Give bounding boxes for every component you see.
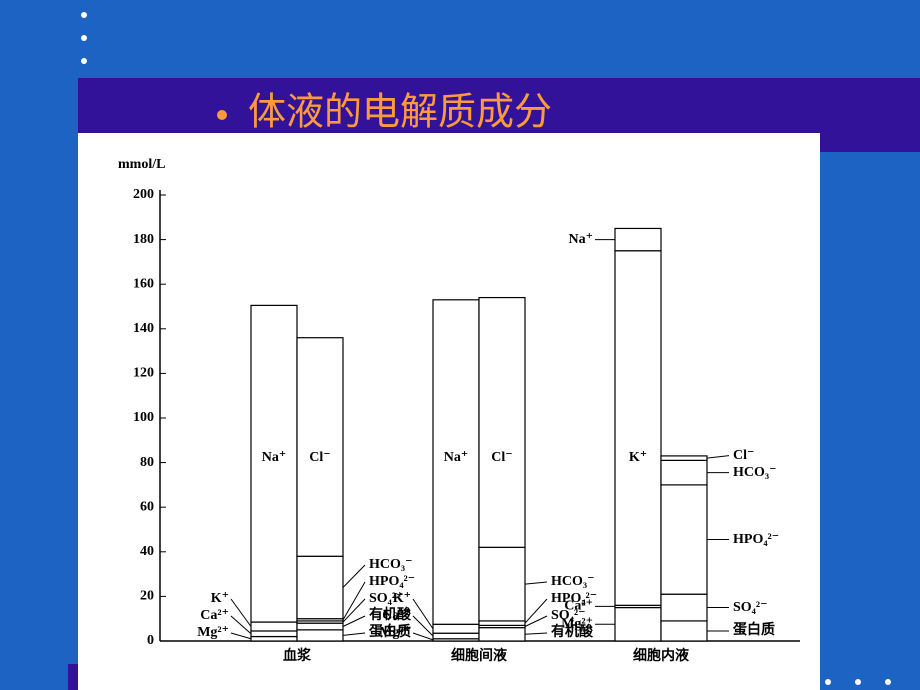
segment-label: Mg²⁺	[561, 616, 593, 631]
bar-segment	[614, 606, 662, 642]
segment-label: Ca²⁺	[382, 608, 411, 623]
segment-label: Cl⁻	[733, 448, 754, 463]
bar-segment	[250, 304, 298, 623]
y-tick-label: 200	[133, 187, 154, 202]
y-tick-label: 140	[133, 321, 154, 336]
y-tick-label: 160	[133, 276, 154, 291]
segment-label: Na⁺	[569, 232, 594, 247]
leader-line	[230, 615, 252, 635]
segment-label: HPO₄²⁻	[733, 532, 779, 547]
segment-label: Cl⁻	[491, 450, 512, 465]
bar-segment	[660, 593, 708, 622]
bar-segment	[660, 620, 708, 642]
segment-label: Ca²⁺	[200, 608, 229, 623]
bar-segment	[478, 546, 526, 622]
x-tick-label: 细胞内液	[633, 647, 690, 664]
bar-segment	[432, 299, 480, 625]
bar-segment	[614, 227, 662, 252]
y-tick-label: 100	[133, 410, 154, 425]
dot	[885, 679, 891, 685]
dot	[81, 12, 87, 18]
dot	[825, 679, 831, 685]
leader-line	[230, 632, 252, 640]
leader-line	[524, 598, 548, 624]
bar-segment	[660, 484, 708, 595]
segment-label: Mg²⁺	[197, 625, 229, 640]
segment-label: K⁺	[211, 591, 229, 606]
y-tick-label: 40	[140, 544, 154, 559]
segment-label: K⁺	[393, 591, 411, 606]
leader-line	[524, 581, 548, 585]
y-tick-label: 180	[133, 232, 154, 247]
leader-line	[706, 455, 730, 459]
y-tick-label: 60	[140, 499, 154, 514]
segment-label: HCO₃⁻	[733, 465, 776, 480]
segment-label: 蛋白质	[369, 623, 411, 640]
segment-label: Na⁺	[444, 450, 469, 465]
bar-segment	[250, 621, 298, 632]
leader-line	[524, 615, 548, 627]
y-tick-label: 80	[140, 455, 154, 470]
leader-line	[342, 564, 366, 588]
segment-label: K⁺	[629, 450, 647, 465]
segment-label: SO₄²⁻	[551, 608, 585, 623]
dot	[81, 58, 87, 64]
x-tick-label: 血浆	[283, 647, 312, 664]
y-unit: mmol/L	[118, 157, 165, 172]
leader-line	[342, 581, 366, 621]
bar-segment	[432, 623, 480, 634]
bar-segment	[660, 459, 708, 486]
x-tick-label: 细胞间液	[451, 647, 508, 664]
segment-label: 有机酸	[551, 623, 594, 640]
y-tick-label: 20	[140, 589, 154, 604]
bar-segment	[296, 629, 344, 642]
segment-label: HCO₃⁻	[551, 574, 594, 589]
bar-segment	[660, 455, 708, 461]
leader-line	[412, 632, 434, 641]
segment-label: HCO₃⁻	[369, 557, 412, 572]
bar-segment	[478, 620, 526, 626]
bar-segment	[250, 635, 298, 642]
corner-band	[68, 664, 80, 690]
segment-label: HPO₄²⁻	[551, 591, 597, 606]
leader-line	[412, 615, 434, 637]
y-tick-label: 0	[147, 633, 154, 648]
bar-segment	[296, 337, 344, 557]
bullet	[217, 110, 227, 120]
bar-segment	[432, 632, 480, 640]
bar-segment	[614, 250, 662, 606]
dot	[81, 35, 87, 41]
segment-label: 有机酸	[369, 606, 412, 623]
bar-segment	[478, 296, 526, 548]
segment-label: Cl⁻	[309, 450, 330, 465]
y-tick-label: 120	[133, 366, 154, 381]
bar-segment	[296, 555, 344, 620]
segment-label: Mg²⁺	[379, 625, 411, 640]
leader-line	[342, 598, 366, 623]
leader-line	[524, 632, 548, 635]
segment-label: SO₄²⁻	[733, 600, 767, 615]
segment-label: 蛋白质	[733, 621, 775, 638]
segment-label: Ca²⁺	[564, 599, 593, 614]
leader-line	[342, 615, 366, 627]
leader-line	[230, 598, 252, 627]
leader-line	[412, 598, 434, 630]
bar-segment	[478, 627, 526, 642]
bar-segment	[296, 622, 344, 631]
segment-label: SO₄²⁺	[369, 591, 403, 606]
slide-title: 体液的电解质成分	[248, 90, 552, 134]
segment-label: Na⁺	[262, 450, 287, 465]
leader-line	[342, 632, 366, 636]
bar-segment	[250, 630, 298, 638]
dot	[855, 679, 861, 685]
segment-label: HPO₄²⁻	[369, 574, 415, 589]
